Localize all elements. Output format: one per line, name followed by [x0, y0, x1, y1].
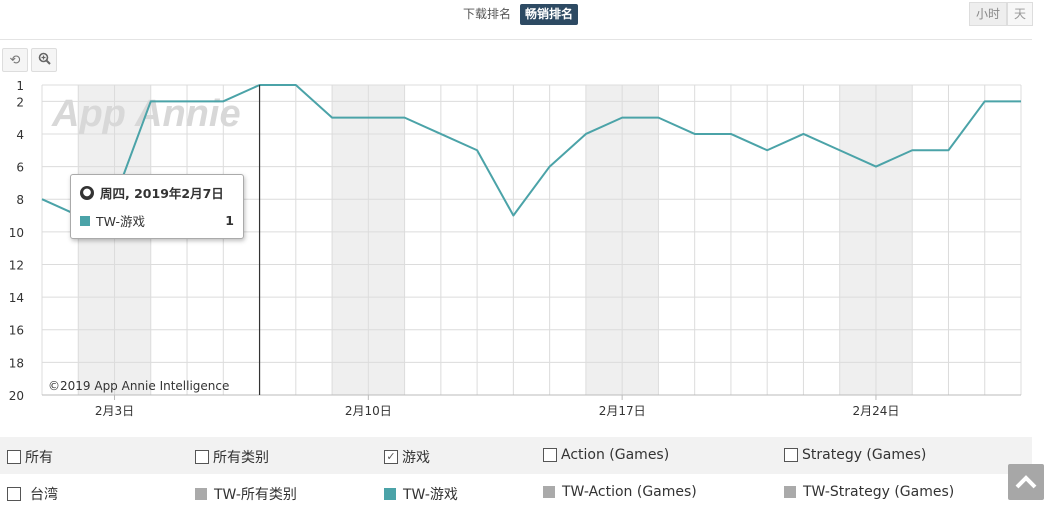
- legend-swatch: [195, 488, 207, 500]
- series-row: 台湾 TW-所有类别 TW-游戏 TW-Action (Games) TW-St…: [0, 474, 1032, 510]
- tooltip-value: 1: [225, 213, 234, 228]
- filter-action-games[interactable]: Action (Games): [543, 447, 669, 463]
- y-tick-label: 8: [16, 193, 24, 207]
- legend-swatch: [784, 486, 796, 498]
- granularity-toggle: 小时 天: [968, 2, 1033, 26]
- reset-zoom-button[interactable]: ⟲: [2, 48, 28, 72]
- checkbox[interactable]: [195, 450, 209, 464]
- y-tick-label: 14: [9, 291, 24, 305]
- checkbox-checked[interactable]: ✓: [384, 450, 398, 464]
- zoom-icon: [38, 52, 51, 69]
- chart-tooltip: ● 周四, 2019年2月7日 TW-游戏 1: [70, 174, 244, 239]
- y-tick-label: 6: [16, 161, 24, 175]
- y-tick-label: 12: [9, 258, 24, 272]
- chevron-up-icon: [1015, 470, 1037, 494]
- y-tick-label: 10: [9, 226, 24, 240]
- tooltip-series-name: TW-游戏: [96, 214, 145, 229]
- legend-swatch: [543, 486, 555, 498]
- y-tick-label: 16: [9, 324, 24, 338]
- checkbox[interactable]: [7, 450, 21, 464]
- filter-label: 游戏: [402, 450, 430, 466]
- x-tick-label: 2月17日: [599, 404, 646, 418]
- filter-label: Action (Games): [561, 447, 670, 463]
- tooltip-series-swatch: [80, 215, 90, 226]
- legend-label: TW-Strategy (Games): [803, 484, 955, 500]
- zoom-button[interactable]: [31, 48, 57, 72]
- filter-strategy-games[interactable]: Strategy (Games): [784, 447, 926, 463]
- legend-label: TW-所有类别: [214, 487, 297, 503]
- x-tick-label: 2月3日: [95, 404, 134, 418]
- filter-games[interactable]: ✓ 游戏: [384, 447, 430, 467]
- filter-row: 所有 所有类别 ✓ 游戏 Action (Games) Strategy (Ga…: [0, 437, 1032, 474]
- tooltip-title: 周四, 2019年2月7日: [100, 186, 224, 201]
- filter-all[interactable]: 所有: [7, 447, 53, 467]
- filter-all-categories[interactable]: 所有类别: [195, 447, 269, 467]
- x-tick-label: 2月10日: [345, 404, 392, 418]
- legend-series-all-categories[interactable]: TW-所有类别: [195, 484, 297, 504]
- legend-panel: 所有 所有类别 ✓ 游戏 Action (Games) Strategy (Ga…: [0, 437, 1032, 510]
- y-tick-label: 20: [9, 389, 24, 403]
- checkbox[interactable]: [784, 448, 798, 462]
- globe-icon: ●: [80, 185, 94, 200]
- x-tick-label: 2月24日: [853, 404, 900, 418]
- filter-label: 所有类别: [213, 450, 269, 466]
- chart-credit: ©2019 App Annie Intelligence: [48, 379, 229, 393]
- y-tick-label: 18: [9, 356, 24, 370]
- legend-label: TW-Action (Games): [562, 484, 697, 500]
- series-line: [41, 84, 1021, 217]
- country-label: 台湾: [30, 487, 58, 503]
- legend-series-action[interactable]: TW-Action (Games): [543, 484, 697, 500]
- y-tick-label: 4: [16, 128, 24, 142]
- reset-icon: ⟲: [9, 52, 21, 68]
- filter-label: Strategy (Games): [802, 447, 927, 463]
- ranking-tabs: 下载排名 畅销排名: [458, 4, 579, 25]
- y-tick-label: 2: [16, 95, 24, 109]
- divider: [0, 39, 1032, 40]
- tab-downloads[interactable]: 下载排名: [463, 7, 512, 21]
- filter-label: 所有: [25, 450, 53, 466]
- country-taiwan[interactable]: 台湾: [7, 484, 58, 504]
- tab-grossing[interactable]: 畅销排名: [520, 4, 579, 25]
- legend-swatch: [384, 488, 396, 500]
- legend-label: TW-游戏: [403, 487, 458, 503]
- checkbox[interactable]: [543, 448, 557, 462]
- hourly-button[interactable]: 小时: [968, 2, 1007, 26]
- top-bar: 下载排名 畅销排名 小时 天: [0, 0, 1055, 40]
- scroll-to-top-button[interactable]: [1008, 464, 1044, 500]
- daily-button[interactable]: 天: [1006, 2, 1033, 26]
- y-tick-label: 1: [16, 79, 24, 93]
- checkbox[interactable]: [7, 487, 21, 501]
- legend-series-games[interactable]: TW-游戏: [384, 484, 458, 504]
- legend-series-strategy[interactable]: TW-Strategy (Games): [784, 484, 954, 500]
